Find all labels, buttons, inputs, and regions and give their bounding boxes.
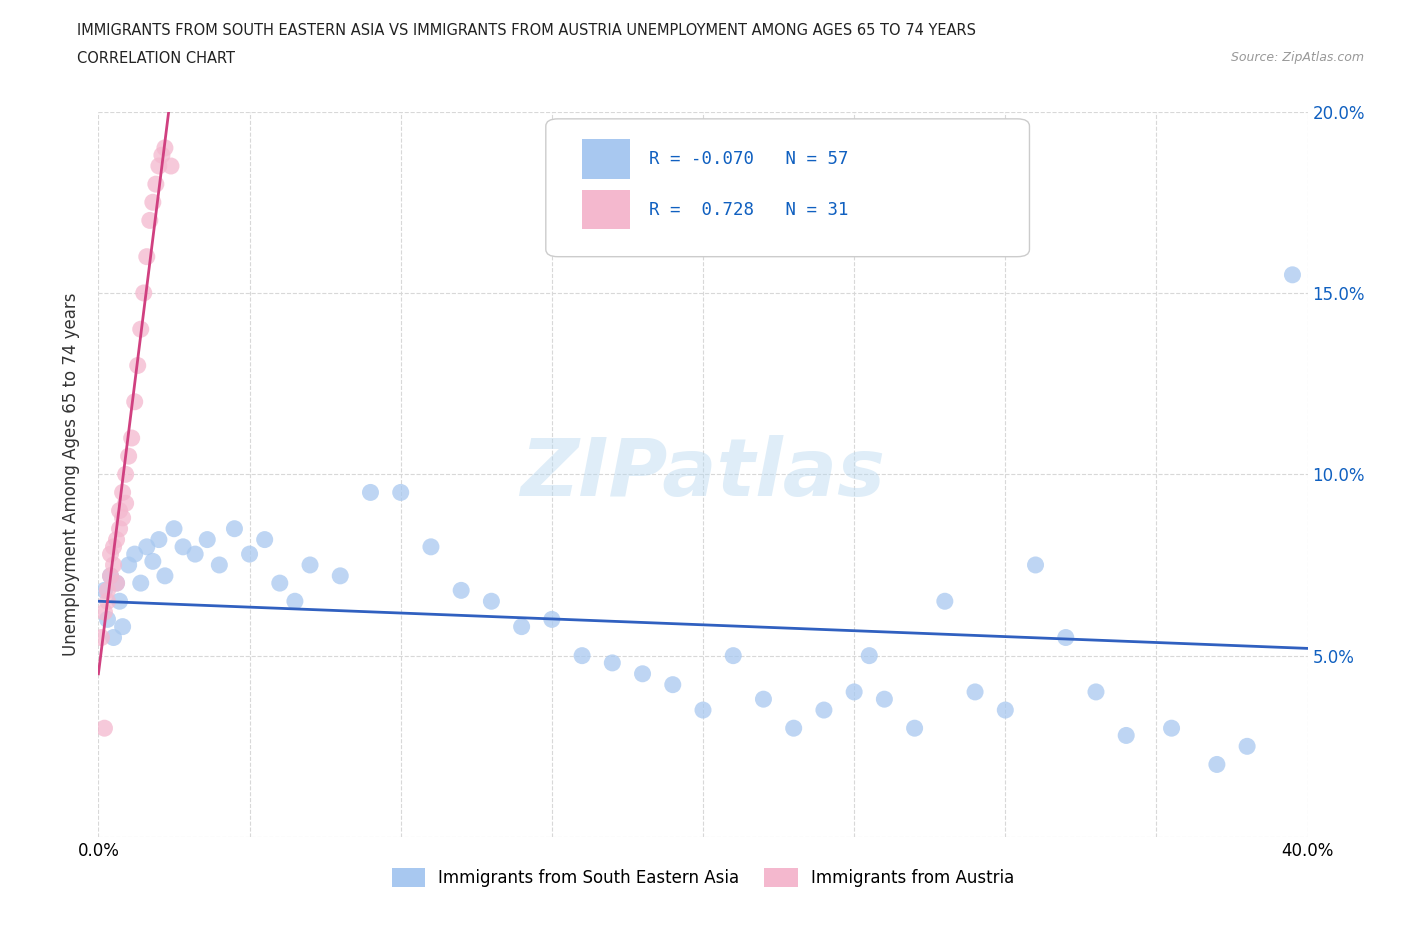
Point <box>93 721 115 736</box>
Point <box>208 558 231 573</box>
Point <box>135 539 157 554</box>
Point <box>153 140 176 155</box>
Point <box>813 703 835 718</box>
Point <box>994 703 1017 718</box>
Point <box>111 511 134 525</box>
Point <box>96 583 118 598</box>
Point <box>142 195 165 210</box>
Point <box>540 612 562 627</box>
Point <box>129 576 152 591</box>
Point <box>139 213 162 228</box>
Point <box>631 667 654 682</box>
Point <box>450 583 472 598</box>
Legend: Immigrants from South Eastern Asia, Immigrants from Austria: Immigrants from South Eastern Asia, Immi… <box>385 861 1021 894</box>
Point <box>239 547 262 562</box>
Point <box>96 594 118 609</box>
Text: Source: ZipAtlas.com: Source: ZipAtlas.com <box>1230 51 1364 64</box>
Point <box>752 692 775 707</box>
Point <box>105 532 128 547</box>
Point <box>1160 721 1182 736</box>
Point <box>118 558 141 573</box>
Point <box>108 594 131 609</box>
Point <box>1236 738 1258 753</box>
FancyBboxPatch shape <box>546 119 1029 257</box>
Point <box>284 594 307 609</box>
Point <box>150 148 173 163</box>
Point <box>124 547 146 562</box>
Point <box>195 532 218 547</box>
Point <box>269 576 291 591</box>
Point <box>129 322 152 337</box>
Point <box>904 721 927 736</box>
Point <box>184 547 207 562</box>
Point <box>148 532 170 547</box>
Text: CORRELATION CHART: CORRELATION CHART <box>77 51 235 66</box>
Point <box>692 703 714 718</box>
Point <box>114 496 136 511</box>
Point <box>124 394 146 409</box>
Point <box>105 576 128 591</box>
Point <box>108 503 131 518</box>
Point <box>1085 684 1108 699</box>
Point <box>224 521 246 536</box>
Point <box>160 158 183 173</box>
Point <box>93 604 115 619</box>
Point <box>299 558 322 573</box>
Point <box>135 249 157 264</box>
Point <box>111 485 134 500</box>
Point <box>153 568 176 583</box>
Point <box>103 539 125 554</box>
Bar <box>582 139 630 179</box>
Point <box>100 547 122 562</box>
Point <box>93 583 115 598</box>
Point <box>420 539 443 554</box>
Point <box>1281 268 1303 283</box>
Point <box>873 692 896 707</box>
Point <box>111 619 134 634</box>
Point <box>934 594 956 609</box>
Point <box>132 286 155 300</box>
Point <box>108 521 131 536</box>
Point <box>661 677 683 692</box>
Point <box>844 684 866 699</box>
Text: R = -0.070   N = 57: R = -0.070 N = 57 <box>648 150 848 167</box>
Point <box>481 594 503 609</box>
Point <box>163 521 186 536</box>
Text: IMMIGRANTS FROM SOUTH EASTERN ASIA VS IMMIGRANTS FROM AUSTRIA UNEMPLOYMENT AMONG: IMMIGRANTS FROM SOUTH EASTERN ASIA VS IM… <box>77 23 976 38</box>
Point <box>90 631 112 645</box>
Point <box>100 568 122 583</box>
Point <box>121 431 143 445</box>
Y-axis label: Unemployment Among Ages 65 to 74 years: Unemployment Among Ages 65 to 74 years <box>62 293 80 656</box>
Point <box>148 158 170 173</box>
Point <box>602 656 624 671</box>
Point <box>114 467 136 482</box>
Point <box>571 648 593 663</box>
Point <box>1115 728 1137 743</box>
Point <box>127 358 149 373</box>
Point <box>389 485 412 500</box>
Point <box>103 631 125 645</box>
Point <box>1206 757 1229 772</box>
Point <box>105 576 128 591</box>
Point <box>783 721 806 736</box>
Point <box>253 532 276 547</box>
Point <box>329 568 352 583</box>
Point <box>360 485 382 500</box>
Point <box>1054 631 1077 645</box>
Point <box>723 648 745 663</box>
Point <box>1024 558 1046 573</box>
Point <box>142 554 165 569</box>
Text: R =  0.728   N = 31: R = 0.728 N = 31 <box>648 201 848 219</box>
Point <box>96 612 118 627</box>
Point <box>510 619 533 634</box>
Point <box>965 684 987 699</box>
Point <box>100 568 122 583</box>
Point <box>858 648 880 663</box>
Bar <box>582 190 630 230</box>
Text: ZIPatlas: ZIPatlas <box>520 435 886 513</box>
Point <box>145 177 167 192</box>
Point <box>118 449 141 464</box>
Point <box>172 539 194 554</box>
Point <box>103 558 125 573</box>
